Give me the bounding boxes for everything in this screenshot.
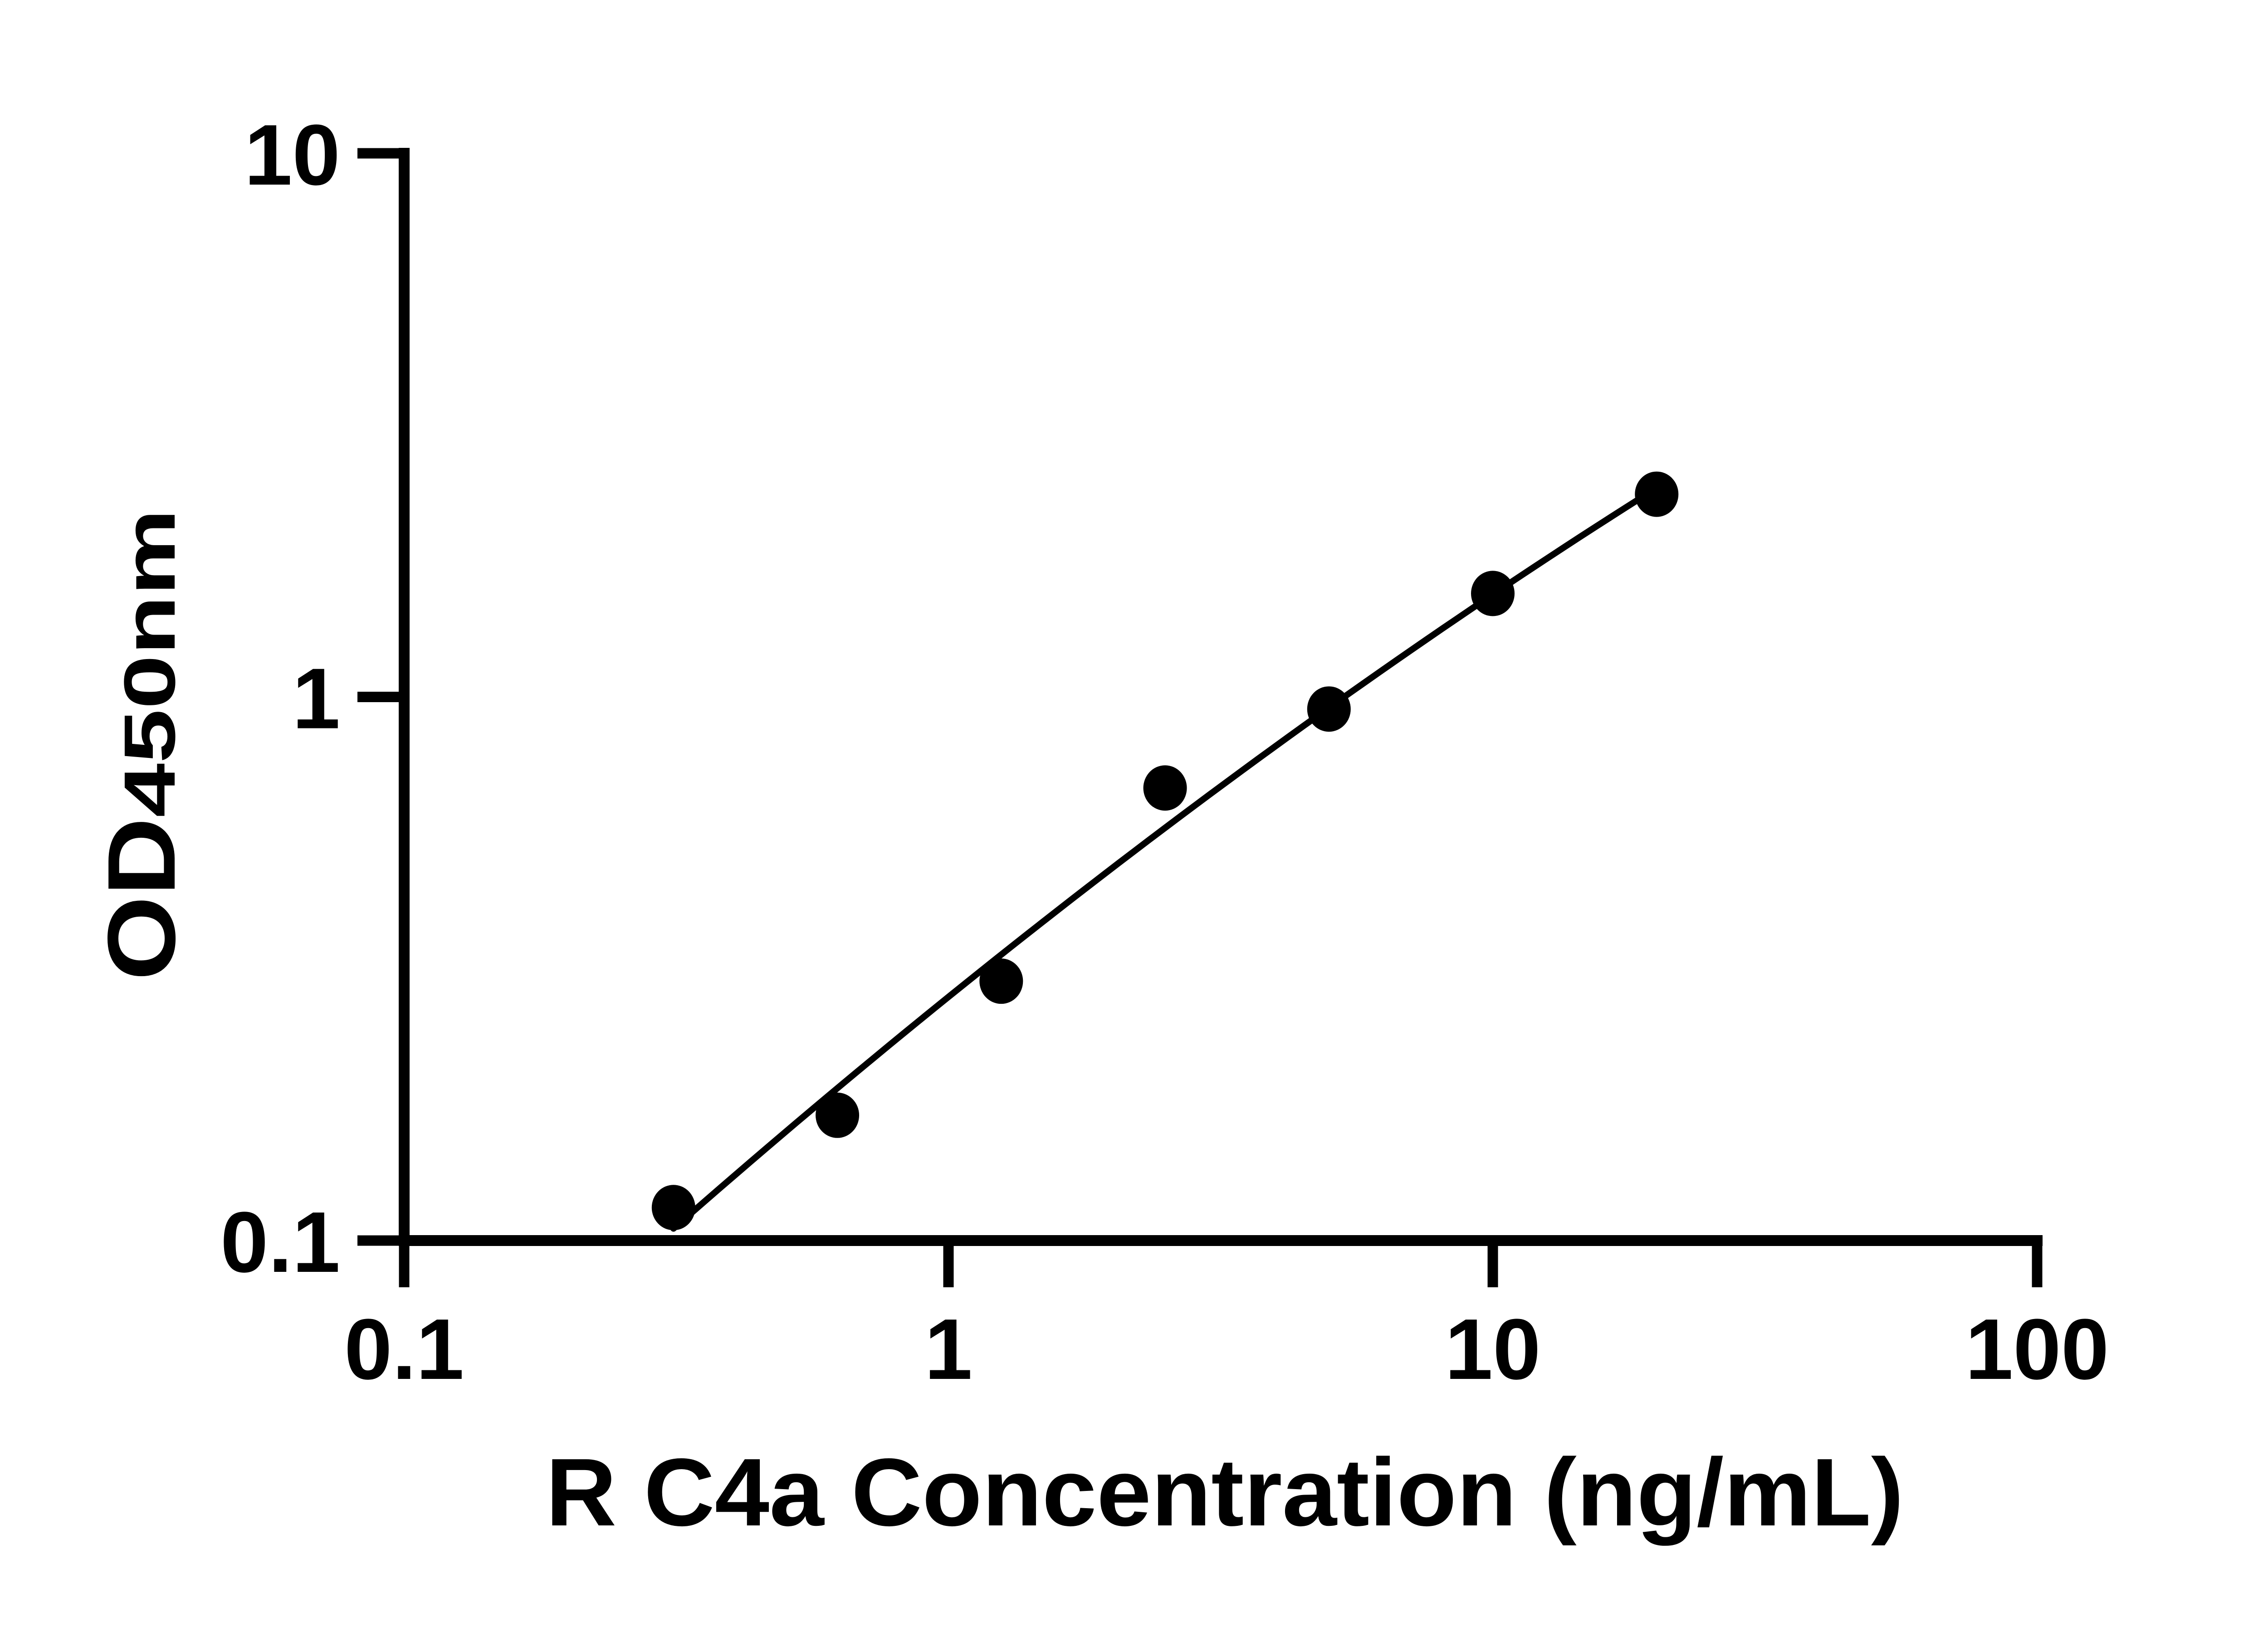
data-point-marker	[816, 1092, 860, 1138]
x-axis-tick-label: 0.1	[344, 1301, 464, 1397]
tick-labels-layer: 0.1 1 10 100 0.1 1 10	[220, 107, 2109, 1397]
data-points-layer	[651, 471, 1679, 1231]
x-axis-tick-label: 10	[1445, 1301, 1540, 1397]
ticks-layer	[357, 148, 2043, 1287]
data-point-marker	[651, 1185, 695, 1231]
data-point-marker	[1143, 765, 1187, 811]
y-axis-title: OD450nm	[88, 509, 195, 981]
x-axis-tick-label: 100	[1965, 1301, 2109, 1397]
data-point-marker	[1635, 471, 1679, 517]
data-point-marker	[1307, 686, 1351, 732]
y-axis-tick-label: 10	[244, 107, 340, 203]
data-point-marker	[1471, 571, 1515, 616]
y-axis-title-sub: 450nm	[109, 509, 190, 817]
y-axis-title-main: OD	[88, 817, 195, 981]
x-axis-tick-label: 1	[924, 1301, 973, 1397]
y-axis-tick-label: 1	[292, 651, 340, 747]
axes-layer	[399, 148, 2043, 1246]
y-axis-tick-label: 0.1	[220, 1194, 340, 1290]
data-point-marker	[979, 958, 1023, 1004]
x-axis-title: R C4a Concentration (ng/mL)	[546, 1438, 1904, 1546]
